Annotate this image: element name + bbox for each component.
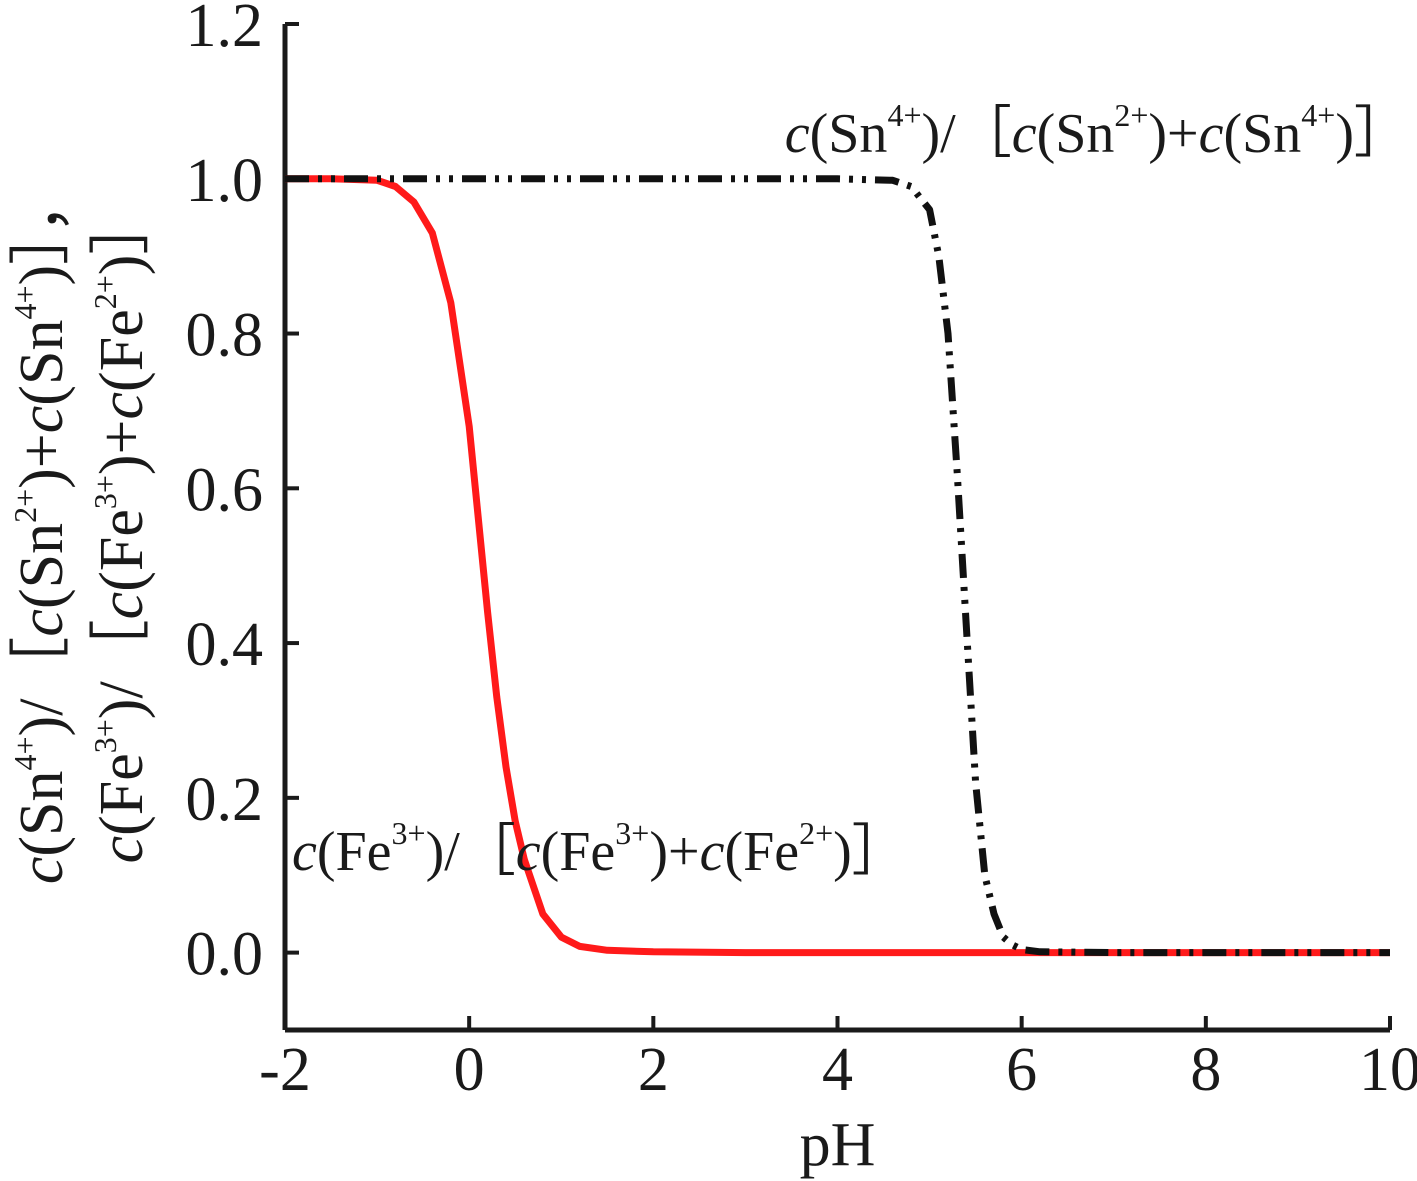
- y-axis-title-line-2-part: )/［: [88, 619, 156, 719]
- y-axis-title-line-2-part: 3+: [87, 475, 123, 509]
- fe-series-label-part: )/［: [426, 821, 516, 883]
- y-axis-title-line-1-part: c: [8, 857, 76, 885]
- x-tick-label: -2: [259, 1036, 311, 1104]
- fe-series-label-part: 3+: [615, 815, 649, 851]
- series-layer: [284, 175, 1391, 957]
- series-line-0: [285, 175, 1390, 957]
- labels: pHc(Sn4+)/［c(Sn2+)+c(Sn4+)］，c(Fe3+)/［c(F…: [7, 97, 1410, 1179]
- y-tick-label: 1.0: [186, 147, 264, 215]
- x-tick-label: 8: [1190, 1036, 1221, 1104]
- sn-series-label-part: )］: [1335, 103, 1410, 165]
- x-tick-label: 6: [1006, 1036, 1037, 1104]
- y-axis-title-line-2-part: (Fe: [88, 509, 156, 592]
- x-tick-label: 10: [1359, 1036, 1417, 1104]
- fe-series-label-part: (Fe: [724, 821, 799, 883]
- y-tick-label: 0.4: [186, 611, 264, 679]
- y-axis-title-line-2-part: (Fe: [88, 753, 156, 836]
- y-axis-title-line-1-part: c: [8, 609, 76, 637]
- y-axis-title-line-2-part: c: [88, 592, 156, 620]
- x-tick-label: 4: [822, 1036, 853, 1104]
- y-axis-title-line-1: c(Sn4+)/［c(Sn2+)+c(Sn4+)］，: [7, 172, 76, 884]
- y-tick-label: 0.8: [186, 302, 264, 370]
- sn-series-label-part: c: [785, 103, 810, 165]
- fe-series-label-part: (Fe: [317, 821, 392, 883]
- fe-series-label: c(Fe3+)/［c(Fe3+)+c(Fe2+)］: [292, 815, 908, 883]
- y-axis-title-line-1-part: )/［: [8, 637, 76, 737]
- y-axis-title-line-1-part: )］，: [8, 172, 76, 286]
- sn-series-label-part: 4+: [887, 97, 921, 133]
- y-axis-title-line-2-part: (Fe: [88, 309, 156, 392]
- y-axis-title-line-2-part: )］: [88, 193, 156, 276]
- fe-series-label-part: c: [516, 821, 541, 883]
- sn-series-label-part: 4+: [1301, 97, 1335, 133]
- y-axis-title-line-1-part: )+: [8, 433, 76, 489]
- sn-series-label-part: (Sn: [1037, 103, 1115, 165]
- axes: [282, 22, 1392, 1033]
- y-axis-title-line-1-part: (Sn: [8, 320, 76, 406]
- fe-series-label-part: 2+: [799, 815, 833, 851]
- sn-series-label-part: )+: [1148, 103, 1198, 165]
- fe-series-label-part: 3+: [392, 815, 426, 851]
- y-axis-title-line-2: c(Fe3+)/［c(Fe3+)+c(Fe2+)］: [87, 193, 156, 864]
- sn-series-label-part: 2+: [1114, 97, 1148, 133]
- fe-series-label-part: c: [292, 821, 317, 883]
- y-axis-title-line-2-part: 2+: [87, 275, 123, 309]
- y-axis-title-line-1-part: 2+: [7, 489, 43, 523]
- y-axis-title-line-1-part: (Sn: [8, 523, 76, 609]
- series-line-1: [285, 175, 1390, 957]
- y-axis-title-line-2-part: c: [88, 392, 156, 420]
- x-tick-label: 0: [454, 1036, 485, 1104]
- fe-series-label-part: )］: [833, 821, 908, 883]
- fe-series-label-part: (Fe: [541, 821, 616, 883]
- y-axis-title: c(Sn4+)/［c(Sn2+)+c(Sn4+)］，c(Fe3+)/［c(Fe3…: [7, 172, 156, 884]
- y-axis-title-line-2-part: 3+: [87, 719, 123, 753]
- y-axis-title-line-2-part: )+: [88, 419, 156, 475]
- y-tick-label: 1.2: [186, 0, 264, 60]
- sn-series-label: c(Sn4+)/［c(Sn2+)+c(Sn4+)］: [785, 97, 1410, 165]
- sn-series-label-part: (Sn: [1224, 103, 1302, 165]
- y-axis-title-line-1-part: c: [8, 406, 76, 434]
- sn-series-label-part: c: [1199, 103, 1224, 165]
- sn-series-label-part: c: [1012, 103, 1037, 165]
- y-axis-title-line-1-part: 4+: [7, 736, 43, 770]
- x-tick-label: 2: [638, 1036, 669, 1104]
- sn-series-label-part: )/［: [921, 103, 1011, 165]
- tick-labels: 0.0 0.2 0.4 0.6 0.8 1.0 1.2 -2 0 2 4 6 8 10: [186, 0, 1417, 1104]
- y-tick-label: 0.6: [186, 456, 264, 524]
- fe-series-label-part: )+: [649, 821, 699, 883]
- fe-series-label-part: c: [700, 821, 725, 883]
- x-axis-title: pH: [800, 1111, 876, 1179]
- y-axis-title-line-1-part: (Sn: [8, 770, 76, 856]
- sn-series-label-part: (Sn: [810, 103, 888, 165]
- y-axis-title-line-1-part: 4+: [7, 286, 43, 320]
- y-tick-label: 0.0: [186, 921, 264, 989]
- y-tick-label: 0.2: [186, 766, 264, 834]
- y-axis-title-line-2-part: c: [88, 836, 156, 864]
